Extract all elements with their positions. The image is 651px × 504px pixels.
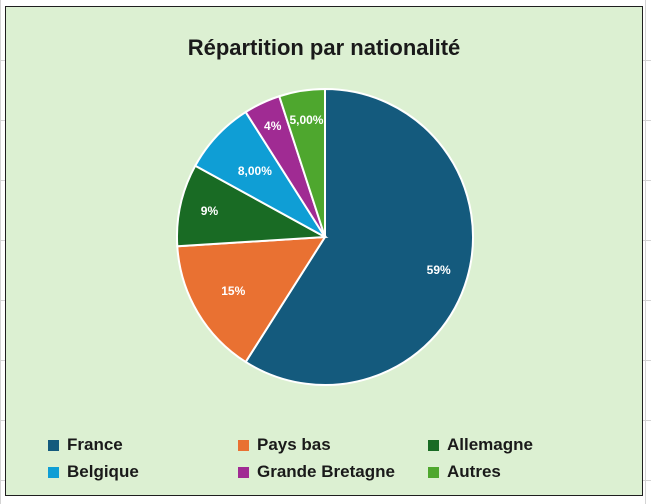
legend-swatch: [428, 466, 439, 478]
data-label: 59%: [427, 263, 451, 277]
legend-label: Allemagne: [447, 435, 533, 454]
legend-item: Grande Bretagne: [238, 462, 395, 482]
pie-slice-allemagne[interactable]: [176, 164, 329, 248]
legend-item: France: [48, 435, 123, 455]
pie-slice-france[interactable]: [244, 87, 474, 386]
data-label: 9%: [201, 204, 219, 218]
legend-label: Pays bas: [257, 435, 331, 454]
pie-slice-pays-bas[interactable]: [176, 235, 327, 364]
legend-swatch: [238, 466, 249, 478]
legend-swatch: [48, 466, 59, 478]
legend-item: Autres: [428, 462, 501, 482]
legend-label: Belgique: [67, 462, 139, 481]
data-label: 5,00%: [289, 113, 323, 127]
legend-swatch: [48, 439, 59, 451]
legend-item: Allemagne: [428, 435, 533, 455]
data-label: 15%: [221, 284, 245, 298]
pie-chart[interactable]: 59% 15% 9% 8,00% 4% 5,00%: [6, 7, 644, 497]
legend-item: Belgique: [48, 462, 139, 482]
legend-label: Autres: [447, 462, 501, 481]
legend-label: Grande Bretagne: [257, 462, 395, 481]
legend-item: Pays bas: [238, 435, 331, 455]
data-label: 4%: [264, 119, 282, 133]
chart-title: Répartition par nationalité: [187, 35, 461, 60]
legend-label: France: [67, 435, 123, 454]
legend-swatch: [238, 439, 249, 451]
chart-area[interactable]: Répartition par nationalité 59% 15% 9% 8,00…: [5, 6, 643, 496]
legend-swatch: [428, 439, 439, 451]
data-label: 8,00%: [238, 164, 272, 178]
pie-slice-autres[interactable]: [278, 87, 326, 238]
